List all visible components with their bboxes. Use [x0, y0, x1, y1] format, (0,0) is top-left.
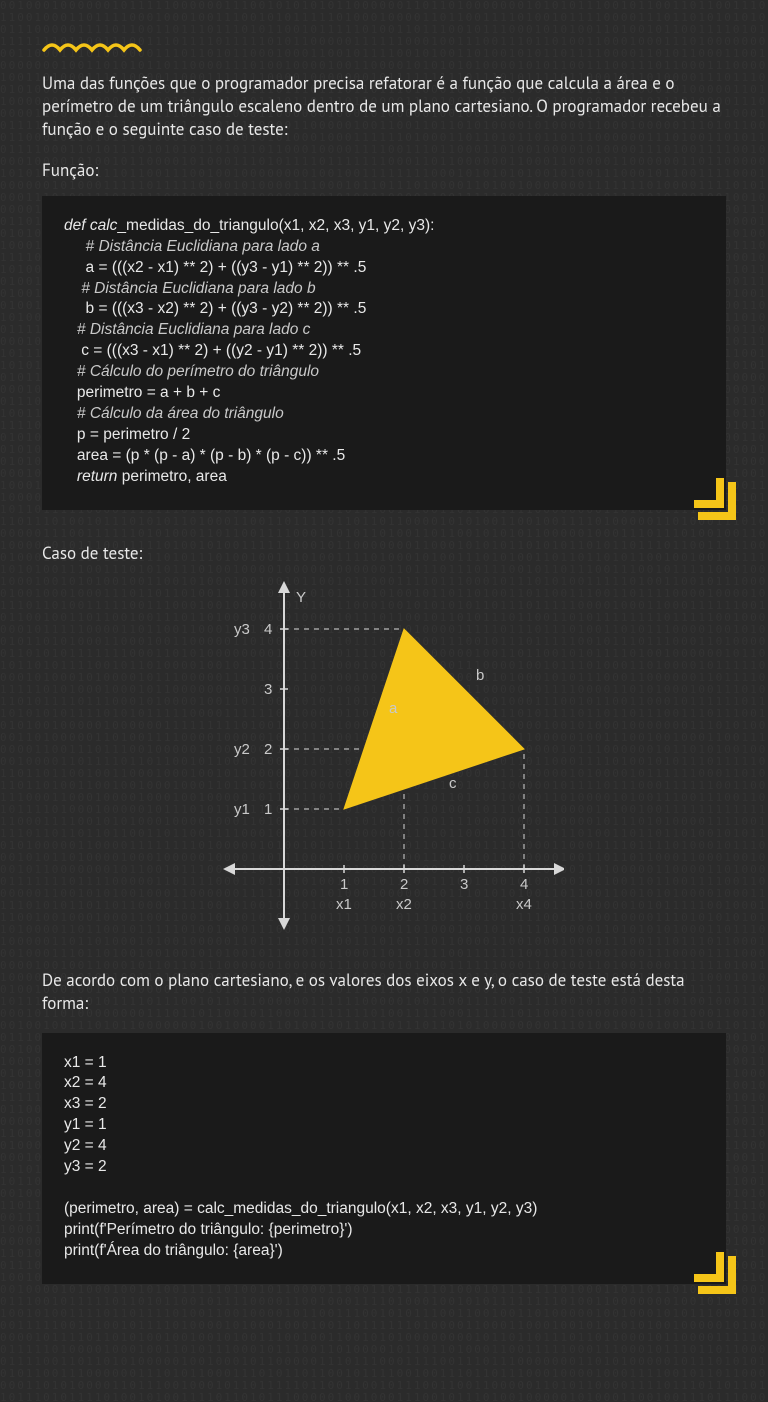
code-line: def calc_medidas_do_triangulo(x1, x2, x3…	[64, 216, 704, 237]
code-line: a = (((x2 - x1) ** 2) + ((y3 - y1) ** 2)…	[64, 258, 704, 279]
code-line: # Cálculo da área do triângulo	[64, 404, 704, 425]
page-container: Uma das funções que o programador precis…	[0, 0, 768, 1402]
code-line: perimetro = a + b + c	[64, 383, 704, 404]
svg-text:y2: y2	[234, 741, 250, 758]
code-line: # Distância Euclidiana para lado b	[64, 279, 704, 300]
svg-text:b: b	[476, 667, 484, 684]
code-line	[64, 1178, 704, 1199]
code-block-function: def calc_medidas_do_triangulo(x1, x2, x3…	[42, 196, 726, 510]
svg-text:3: 3	[460, 876, 468, 893]
code-line: print(f'Área do triângulo: {area}')	[64, 1241, 704, 1262]
svg-text:x1: x1	[336, 896, 352, 913]
code-line: # Distância Euclidiana para lado c	[64, 320, 704, 341]
cartesian-chart: XY1x12x234x41y12y234y3abc	[42, 579, 726, 939]
code-line: (perimetro, area) = calc_medidas_do_tria…	[64, 1199, 704, 1220]
code-line: c = (((x3 - x1) ** 2) + ((y2 - y1) ** 2)…	[64, 341, 704, 362]
svg-text:4: 4	[520, 876, 528, 893]
function-label: Função:	[42, 159, 726, 182]
svg-text:x4: x4	[516, 896, 532, 913]
svg-text:2: 2	[264, 741, 272, 758]
code-line: x3 = 2	[64, 1094, 704, 1115]
testcase-label: Caso de teste:	[42, 542, 726, 565]
svg-text:y1: y1	[234, 801, 250, 818]
svg-text:3: 3	[264, 681, 272, 698]
svg-text:c: c	[449, 775, 457, 792]
code-line: y3 = 2	[64, 1157, 704, 1178]
wave-divider-icon	[42, 40, 726, 54]
svg-text:Y: Y	[296, 589, 306, 606]
corner-accent-icon	[696, 1254, 736, 1294]
svg-text:2: 2	[400, 876, 408, 893]
code-line: area = (p * (p - a) * (p - b) * (p - c))…	[64, 446, 704, 467]
code-line: print(f'Perímetro do triângulo: {perimet…	[64, 1220, 704, 1241]
svg-text:1: 1	[264, 801, 272, 818]
svg-text:a: a	[389, 700, 398, 717]
code-line: # Cálculo do perímetro do triângulo	[64, 362, 704, 383]
code-line: p = perimetro / 2	[64, 425, 704, 446]
svg-text:x2: x2	[396, 896, 412, 913]
code-line: # Distância Euclidiana para lado a	[64, 237, 704, 258]
svg-text:4: 4	[264, 621, 272, 638]
code-line: y2 = 4	[64, 1136, 704, 1157]
code-block-testcase: x1 = 1x2 = 4x3 = 2y1 = 1y2 = 4y3 = 2 (pe…	[42, 1033, 726, 1284]
intro-paragraph: Uma das funções que o programador precis…	[42, 72, 726, 141]
code-line: x2 = 4	[64, 1073, 704, 1094]
code-line: y1 = 1	[64, 1115, 704, 1136]
code-line: x1 = 1	[64, 1053, 704, 1074]
transition-paragraph: De acordo com o plano cartesiano, e os v…	[42, 969, 726, 1015]
code-line: return perimetro, area	[64, 467, 704, 488]
code-line: b = (((x3 - x2) ** 2) + ((y3 - y2) ** 2)…	[64, 299, 704, 320]
svg-text:y3: y3	[234, 621, 250, 638]
svg-text:1: 1	[340, 876, 348, 893]
corner-accent-icon	[696, 480, 736, 520]
